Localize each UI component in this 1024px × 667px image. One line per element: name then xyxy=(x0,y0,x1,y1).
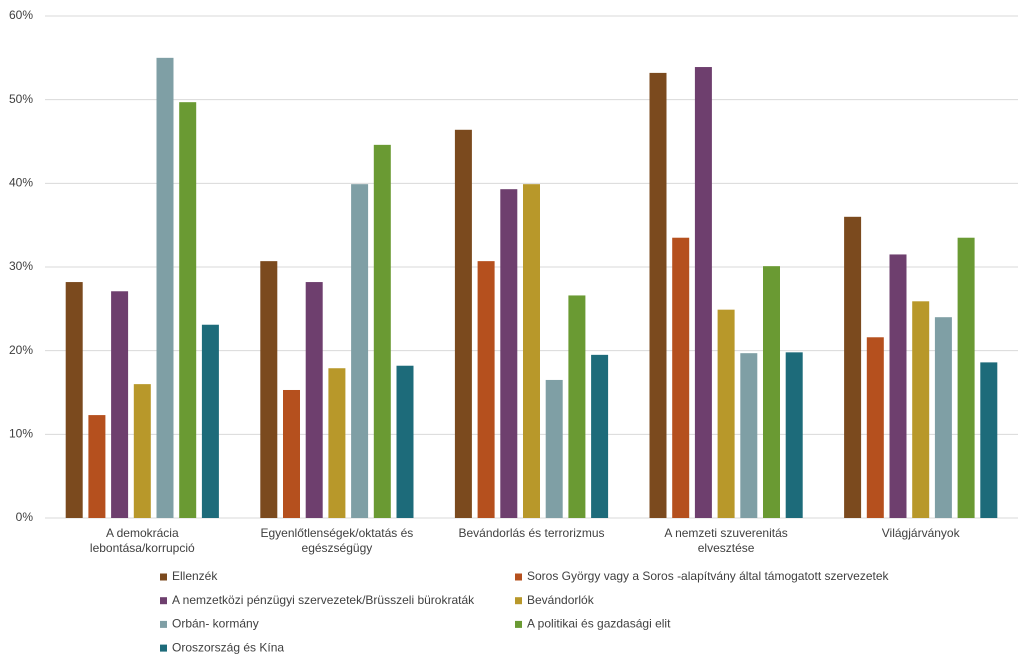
legend-label: Orbán- kormány xyxy=(172,617,259,631)
bar xyxy=(740,353,758,518)
bar xyxy=(454,129,472,518)
bar xyxy=(111,291,129,518)
bar xyxy=(785,352,803,518)
legend-swatch xyxy=(160,573,167,581)
bar xyxy=(866,337,884,518)
bar xyxy=(934,317,952,518)
bar xyxy=(500,189,518,518)
y-tick-label: 0% xyxy=(16,510,34,524)
bar xyxy=(889,254,907,518)
bar xyxy=(717,309,735,518)
bar xyxy=(694,67,712,518)
bar xyxy=(65,282,83,518)
bar xyxy=(179,102,197,518)
bar xyxy=(373,144,391,518)
bar xyxy=(844,216,862,519)
bar xyxy=(88,415,106,518)
bar xyxy=(156,57,174,518)
legend-label: Bevándorlók xyxy=(527,593,595,607)
y-tick-label: 30% xyxy=(9,259,33,273)
legend-label: Soros György vagy a Soros -alapítvány ál… xyxy=(527,569,890,583)
x-tick-label: A demokrácia lebontása/korrupció xyxy=(89,526,195,555)
bar xyxy=(568,295,586,518)
y-tick-label: 60% xyxy=(9,8,33,22)
bar xyxy=(649,72,667,518)
bar xyxy=(545,379,563,518)
bar xyxy=(133,384,151,518)
bar xyxy=(523,184,540,519)
bar xyxy=(201,324,219,518)
bar xyxy=(763,266,780,518)
bar xyxy=(591,354,609,518)
legend-swatch xyxy=(515,597,522,605)
bar xyxy=(351,184,369,519)
y-tick-label: 10% xyxy=(9,427,33,441)
bar xyxy=(477,261,495,518)
bar xyxy=(328,368,346,518)
x-tick-label: Bevándorlás és terrorizmus xyxy=(458,526,605,540)
legend-label: A nemzetközi pénzügyi szervezetek/Brüssz… xyxy=(172,593,475,607)
bar xyxy=(260,261,278,518)
bar xyxy=(305,282,323,518)
y-tick-label: 20% xyxy=(9,343,33,357)
legend-swatch xyxy=(160,644,167,652)
legend-label: Oroszország és Kína xyxy=(172,640,284,654)
bar xyxy=(672,237,690,518)
bar xyxy=(396,365,414,518)
bar xyxy=(912,301,930,518)
legend-swatch xyxy=(515,620,522,628)
x-tick-label: A nemzeti szuverenitás elvesztése xyxy=(664,526,788,555)
legend-label: A politikai és gazdasági elit xyxy=(527,617,671,631)
legend-swatch xyxy=(160,620,167,628)
bar xyxy=(283,389,300,518)
bar xyxy=(957,237,975,518)
y-tick-label: 40% xyxy=(9,176,33,190)
legend-swatch xyxy=(515,573,522,581)
x-tick-label: Egyenlőtlenségek/oktatás és egészségügy xyxy=(260,526,414,555)
legend-label: Ellenzék xyxy=(172,569,218,583)
bar xyxy=(980,362,998,518)
x-tick-label: Világjárványok xyxy=(881,526,960,540)
legend-swatch xyxy=(160,597,167,605)
y-tick-label: 50% xyxy=(9,92,33,106)
